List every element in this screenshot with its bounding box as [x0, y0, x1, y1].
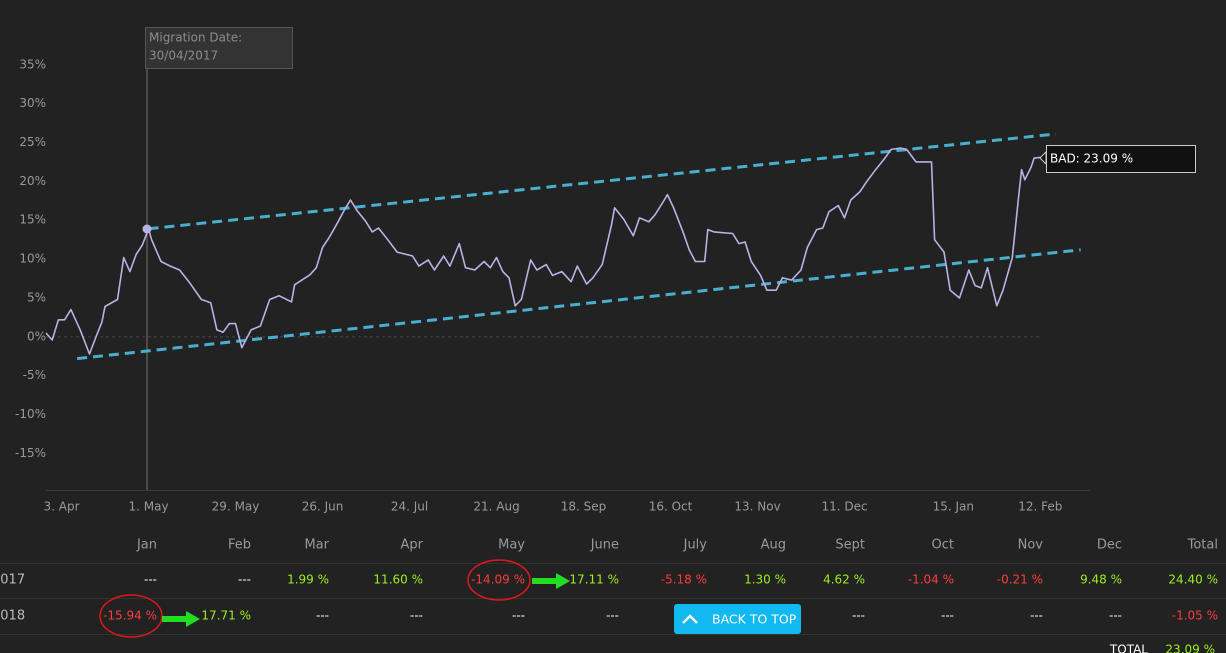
- x-tick-label: 21. Aug: [473, 500, 519, 514]
- y-tick-label: 0%: [27, 329, 46, 343]
- table-cell: -5.18 %: [661, 573, 707, 587]
- arrow: [162, 611, 200, 627]
- x-tick-label: 16. Oct: [649, 500, 693, 514]
- table-cell: 17.71 %: [201, 609, 251, 623]
- table-cell: -1.04 %: [908, 573, 954, 587]
- button-icon: [682, 614, 698, 624]
- migration-title: Migration Date:: [149, 31, 242, 45]
- column-header: Nov: [1018, 538, 1044, 553]
- table-cell: ---: [1030, 609, 1043, 623]
- y-tick-label: -5%: [23, 368, 46, 382]
- migration-point: [142, 224, 152, 234]
- series-line: [45, 147, 1041, 355]
- button-bg: [674, 604, 801, 634]
- column-header: July: [683, 538, 708, 553]
- column-header: Mar: [304, 538, 329, 553]
- y-tick-label: 15%: [19, 213, 46, 227]
- table-cell: ---: [606, 609, 619, 623]
- trend-line: [148, 132, 1056, 231]
- migration-box: [145, 27, 293, 69]
- table-cell: 1.30 %: [744, 573, 786, 587]
- table-cell: -1.05 %: [1172, 609, 1218, 623]
- table-cell: 24.40 %: [1168, 573, 1218, 587]
- table-cell: -14.09 %: [471, 573, 525, 587]
- x-tick-label: 24. Jul: [391, 500, 428, 514]
- table-cell: ---: [852, 609, 865, 623]
- table: Jan Feb Mar Apr May June July Aug Sept Oct Nov Dec T…: [0, 538, 1218, 624]
- column-header: June: [590, 538, 619, 553]
- y-tick-label: 20%: [19, 174, 46, 188]
- y-tick-label: -10%: [15, 407, 46, 421]
- x-tick-label: 13. Nov: [734, 500, 780, 514]
- back-to-top-button[interactable]: BACK TO TOP: [674, 604, 801, 634]
- table-cell: 4.62 %: [823, 573, 865, 587]
- x-tick-label: 12. Feb: [1018, 500, 1062, 514]
- arrow: [532, 573, 570, 589]
- column-header: Jan: [136, 538, 157, 553]
- table-cell: 11.60 %: [373, 573, 423, 587]
- table-cell: ---: [941, 609, 954, 623]
- table-cell: ---: [238, 573, 251, 587]
- column-header: May: [498, 538, 525, 553]
- table-cell: ---: [316, 609, 329, 623]
- trend-line: [76, 248, 1081, 361]
- x-tick-label: 18. Sep: [561, 500, 607, 514]
- row-label: 2018: [0, 609, 25, 624]
- highlight-circle: [467, 559, 531, 601]
- column-header: Sept: [835, 538, 865, 553]
- x-tick-label: 15. Jan: [933, 500, 974, 514]
- button-label: BACK TO TOP: [712, 612, 797, 627]
- x-tick-label: 29. May: [212, 500, 260, 514]
- column-header: Aug: [761, 538, 786, 553]
- y-tick-label: 35%: [19, 57, 46, 71]
- table-cell: -15.94 %: [103, 609, 157, 623]
- tooltip-pointer: [1039, 150, 1047, 166]
- total-value: 23.09 %: [1165, 643, 1215, 653]
- column-header: Feb: [228, 538, 251, 553]
- table-cell: ---: [512, 609, 525, 623]
- total-label: TOTAL: [1109, 643, 1148, 653]
- table-cell: 1.99 %: [287, 573, 329, 587]
- migration-date: 30/04/2017: [149, 49, 218, 63]
- tooltip-text: BAD: 23.09 %: [1050, 152, 1133, 166]
- column-header: Dec: [1097, 538, 1122, 553]
- table-cell: 17.11 %: [569, 573, 619, 587]
- table-cell: -0.21 %: [997, 573, 1043, 587]
- x-tick-label: 11. Dec: [821, 500, 867, 514]
- column-header: Oct: [932, 538, 954, 553]
- row-label: 2017: [0, 573, 25, 588]
- column-header: Total: [1187, 538, 1218, 553]
- y-tick-label: 25%: [19, 135, 46, 149]
- y-tick-label: -15%: [15, 446, 46, 460]
- table-cell: ---: [410, 609, 423, 623]
- column-header: Apr: [401, 538, 424, 553]
- y-tick-label: 10%: [19, 252, 46, 266]
- plot: [45, 132, 1081, 361]
- table-cell: ---: [144, 573, 157, 587]
- x-tick-label: 26. Jun: [302, 500, 344, 514]
- tooltip-box: [1046, 145, 1196, 173]
- y-tick-label: 30%: [19, 96, 46, 110]
- table-cell: 9.48 %: [1080, 573, 1122, 587]
- x-tick-label: 1. May: [128, 500, 168, 514]
- y-tick-label: 5%: [27, 290, 46, 304]
- table-cell: ---: [1109, 609, 1122, 623]
- x-tick-label: 3. Apr: [44, 500, 80, 514]
